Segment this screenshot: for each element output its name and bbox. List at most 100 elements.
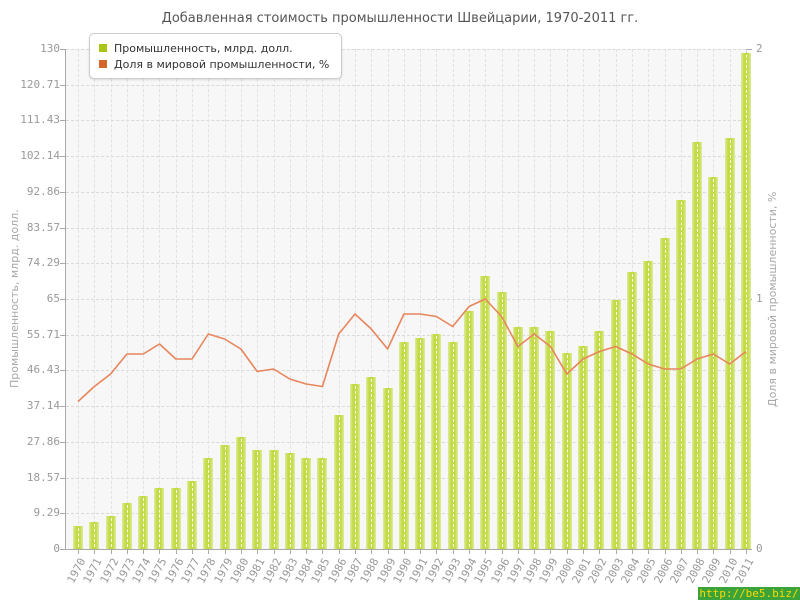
bar-1984 <box>301 457 312 549</box>
gridline-horizontal <box>66 156 746 158</box>
y-tick-label-left: 102.14 <box>20 149 60 163</box>
x-axis-tick <box>159 549 161 554</box>
y-tick-label-right: 1 <box>756 292 763 305</box>
x-axis-tick <box>615 549 617 554</box>
share-series-swatch-icon <box>99 60 107 68</box>
x-axis-tick <box>78 549 79 554</box>
y-tick-label-left: 120.71 <box>20 77 60 91</box>
bar-center-dash <box>680 202 682 547</box>
bar-2004 <box>626 272 637 549</box>
bar-center-dash <box>192 482 194 547</box>
bar-center-dash <box>648 262 650 547</box>
bar-1990 <box>398 341 409 549</box>
y-axis-tick-left <box>60 406 66 408</box>
y-axis-tick-left <box>60 334 66 336</box>
x-axis-tick <box>485 549 487 554</box>
bar-center-dash <box>436 336 438 547</box>
legend-item-label: Доля в мировой промышленности, % <box>114 57 330 71</box>
x-axis-tick <box>420 549 422 554</box>
x-axis-tick <box>387 549 389 554</box>
y-tick-label-left: 92.86 <box>26 184 60 198</box>
gridline-horizontal <box>66 227 746 229</box>
y-axis-tick-left <box>60 299 66 300</box>
bar-center-dash <box>306 459 308 547</box>
bar-1980 <box>235 437 246 549</box>
bar-1985 <box>317 457 328 549</box>
bar-1986 <box>333 415 344 549</box>
x-axis-tick <box>501 549 503 554</box>
chart-title: Добавленная стоимость промышленности Шве… <box>161 11 639 26</box>
bar-center-dash <box>420 339 422 547</box>
y-tick-label-left: 27.86 <box>26 434 60 448</box>
bar-center-dash <box>697 144 699 547</box>
gridline-horizontal <box>66 120 746 122</box>
x-axis-tick <box>631 549 633 554</box>
y-axis-tick-left <box>60 191 66 193</box>
bar-1991 <box>415 337 426 549</box>
bar-1973 <box>121 503 132 549</box>
y-tick-label-left: 55.71 <box>26 327 60 341</box>
bar-center-dash <box>485 277 487 547</box>
y-axis-tick-left <box>60 370 66 372</box>
gridline-vertical <box>143 49 145 549</box>
x-axis-tick <box>517 549 519 554</box>
bar-1981 <box>252 450 263 549</box>
x-axis-tick <box>436 549 438 554</box>
x-axis-tick <box>110 549 112 554</box>
x-axis-tick <box>371 549 373 554</box>
bar-center-dash <box>746 55 747 547</box>
y-axis-tick-left <box>60 156 66 158</box>
bar-center-dash <box>289 455 291 547</box>
x-axis-tick <box>403 549 405 554</box>
x-axis-tick <box>534 549 536 554</box>
bar-center-dash <box>615 302 617 547</box>
y-tick-label-left: 111.43 <box>20 113 60 127</box>
gridline-vertical <box>94 49 96 549</box>
bar-2010 <box>724 137 735 549</box>
x-axis-tick <box>729 549 731 554</box>
bar-1976 <box>170 488 181 549</box>
bar-1999 <box>545 330 556 549</box>
bar-2000 <box>561 353 572 549</box>
y-tick-label-left: 74.29 <box>26 256 60 270</box>
gridline-vertical <box>159 49 161 549</box>
y-axis-tick-left <box>60 227 66 229</box>
bar-center-dash <box>354 386 356 547</box>
bar-1979 <box>219 445 230 549</box>
gridline-horizontal <box>66 84 746 86</box>
bar-center-dash <box>240 439 242 547</box>
gridline-vertical <box>175 49 177 549</box>
bar-2005 <box>643 260 654 549</box>
bar-2001 <box>578 345 589 549</box>
x-axis-tick <box>175 549 177 554</box>
y-tick-label-left: 83.57 <box>26 220 60 234</box>
bar-center-dash <box>631 274 633 547</box>
gridline-vertical <box>110 49 112 549</box>
y-tick-label-left: 9.29 <box>33 506 61 520</box>
y-axis-tick-left <box>60 120 66 122</box>
bar-1996 <box>496 291 507 549</box>
bar-2007 <box>675 200 686 549</box>
gridline-horizontal <box>66 263 746 265</box>
x-axis-tick <box>452 549 454 554</box>
x-axis-tick <box>550 549 552 554</box>
watermark-link[interactable]: http://be5.biz/ <box>698 587 800 600</box>
bar-center-dash <box>338 417 340 547</box>
x-axis-tick <box>289 549 291 554</box>
bar-center-dash <box>257 452 259 547</box>
y-axis-tick-left <box>60 441 66 443</box>
y-axis-tick-left <box>60 84 66 86</box>
bar-center-dash <box>583 347 585 547</box>
bar-center-dash <box>534 328 536 547</box>
y-tick-label-left: 0 <box>53 542 60 555</box>
x-axis-tick <box>240 549 242 554</box>
bar-2011 <box>741 53 751 549</box>
bar-1972 <box>105 515 116 549</box>
y-tick-label-left: 130 <box>40 42 60 55</box>
y-axis-tick-left <box>60 49 66 50</box>
bar-center-dash <box>78 527 79 547</box>
x-axis-tick <box>697 549 699 554</box>
bar-center-dash <box>550 332 552 547</box>
x-axis-tick <box>306 549 308 554</box>
legend: Промышленность, млрд. долл. Доля в миров… <box>89 33 343 79</box>
